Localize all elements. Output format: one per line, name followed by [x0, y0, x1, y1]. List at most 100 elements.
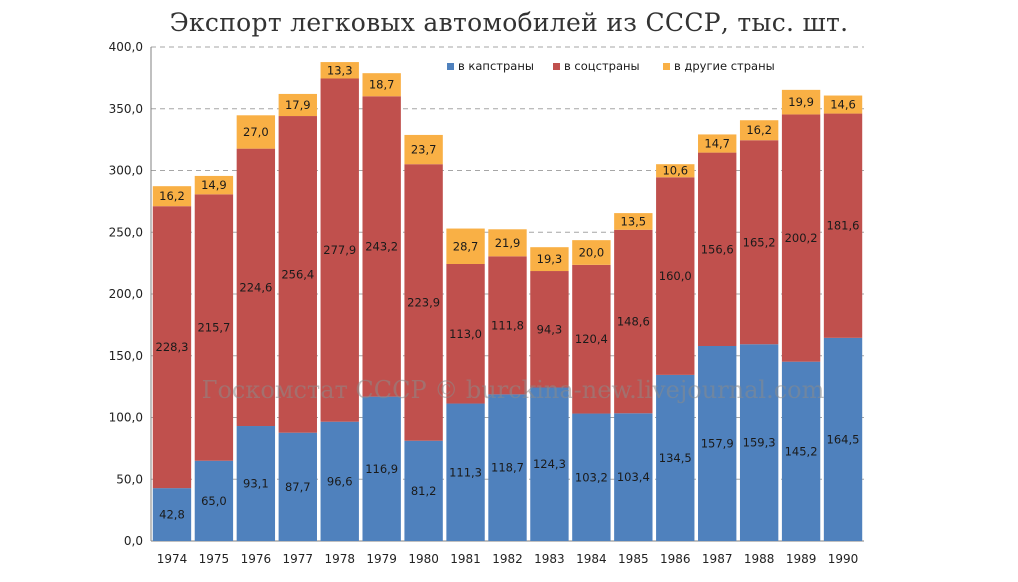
x-tick-label: 1990	[828, 552, 859, 566]
data-label: 156,6	[701, 242, 734, 256]
data-label: 124,3	[533, 457, 566, 471]
x-tick-label: 1989	[786, 552, 817, 566]
bar-segment-other	[656, 164, 695, 178]
bar-segment-capitalist	[152, 488, 192, 541]
data-label: 16,2	[159, 189, 185, 203]
data-label: 81,2	[411, 484, 437, 498]
data-label: 19,9	[788, 95, 814, 109]
bar-segment-socialist	[530, 271, 569, 388]
legend-swatch	[553, 63, 560, 70]
data-label: 103,4	[617, 470, 650, 484]
data-label: 13,3	[327, 63, 353, 77]
bar-segment-capitalist	[823, 337, 863, 541]
x-tick-label: 1975	[199, 552, 230, 566]
x-tick-label: 1976	[241, 552, 272, 566]
data-label: 111,3	[449, 465, 482, 479]
data-label: 165,2	[743, 235, 776, 249]
bar-segment-socialist	[152, 206, 192, 489]
y-tick-label: 250,0	[109, 225, 143, 239]
data-label: 159,3	[743, 436, 776, 450]
y-tick-label: 50,0	[116, 472, 143, 486]
bar-segment-other	[698, 134, 737, 153]
data-label: 17,9	[285, 98, 311, 112]
x-tick-label: 1985	[618, 552, 649, 566]
legend-entry: в капстраны	[458, 59, 534, 73]
bar-segment-other	[194, 175, 234, 195]
bar-segment-other	[781, 89, 821, 115]
bar-segment-other	[446, 228, 485, 264]
data-label: 42,8	[159, 508, 185, 522]
data-label: 256,4	[281, 267, 314, 281]
bar-segment-other	[362, 73, 401, 97]
y-tick-label: 150,0	[109, 349, 143, 363]
bar-segment-other	[404, 134, 443, 165]
legend-entry: в другие страны	[674, 59, 775, 73]
data-label: 18,7	[369, 78, 395, 92]
bar-segment-capitalist	[194, 460, 234, 541]
data-label: 224,6	[239, 280, 272, 294]
x-tick-label: 1974	[157, 552, 188, 566]
bar-segment-socialist	[404, 164, 443, 441]
bar-segment-capitalist	[446, 403, 485, 541]
bar-segment-socialist	[194, 194, 234, 461]
data-label: 145,2	[785, 444, 818, 458]
data-label: 113,0	[449, 327, 482, 341]
data-label: 120,4	[575, 332, 608, 346]
bar-segment-socialist	[278, 116, 317, 433]
data-label: 65,0	[201, 494, 227, 508]
data-label: 200,2	[785, 231, 818, 245]
bar-segment-socialist	[698, 152, 737, 346]
y-tick-label: 350,0	[109, 102, 143, 116]
data-label: 134,5	[659, 451, 692, 465]
bar-segment-capitalist	[530, 387, 569, 541]
bar-segment-socialist	[781, 114, 821, 362]
x-tick-label: 1980	[408, 552, 439, 566]
bar-segment-capitalist	[698, 345, 737, 541]
legend-entry: в соцстраны	[564, 59, 640, 73]
bar-segment-capitalist	[572, 413, 611, 541]
data-label: 181,6	[827, 219, 860, 233]
data-label: 14,7	[704, 137, 730, 151]
legend-swatch	[447, 63, 454, 70]
data-label: 14,9	[201, 178, 227, 192]
bar-segment-capitalist	[404, 440, 443, 541]
data-label: 93,1	[243, 477, 269, 491]
bar-segment-other	[614, 213, 653, 230]
data-label: 27,0	[243, 125, 269, 139]
data-label: 96,6	[327, 474, 353, 488]
bar-segment-other	[530, 247, 569, 272]
x-tick-label: 1987	[702, 552, 733, 566]
data-label: 116,9	[365, 462, 398, 476]
x-tick-label: 1978	[324, 552, 355, 566]
bar-segment-other	[488, 229, 527, 257]
y-tick-label: 400,0	[109, 40, 143, 54]
data-label: 14,6	[830, 98, 856, 112]
bar-segment-other	[572, 240, 611, 265]
bar-segment-capitalist	[236, 426, 276, 541]
y-tick-label: 300,0	[109, 164, 143, 178]
data-label: 10,6	[662, 164, 688, 178]
legend-swatch	[663, 63, 670, 70]
bar-segment-socialist	[320, 78, 359, 422]
data-label: 223,9	[407, 295, 440, 309]
data-label: 23,7	[411, 143, 437, 157]
data-label: 164,5	[827, 432, 860, 446]
x-tick-label: 1982	[492, 552, 523, 566]
bar-segment-capitalist	[781, 361, 821, 541]
bar-segment-capitalist	[614, 413, 653, 541]
bar-segment-other	[236, 115, 276, 149]
data-label: 148,6	[617, 315, 650, 329]
bar-segment-socialist	[739, 140, 779, 345]
data-label: 215,7	[197, 321, 230, 335]
bar-segment-capitalist	[656, 374, 695, 541]
bar-segment-other	[823, 95, 863, 114]
y-tick-label: 200,0	[109, 287, 143, 301]
data-label: 118,7	[491, 461, 524, 475]
data-label: 160,0	[659, 269, 692, 283]
bar-segment-socialist	[572, 264, 611, 414]
data-label: 13,5	[621, 214, 647, 228]
bar-segment-capitalist	[362, 396, 401, 541]
bar-segment-socialist	[614, 229, 653, 414]
